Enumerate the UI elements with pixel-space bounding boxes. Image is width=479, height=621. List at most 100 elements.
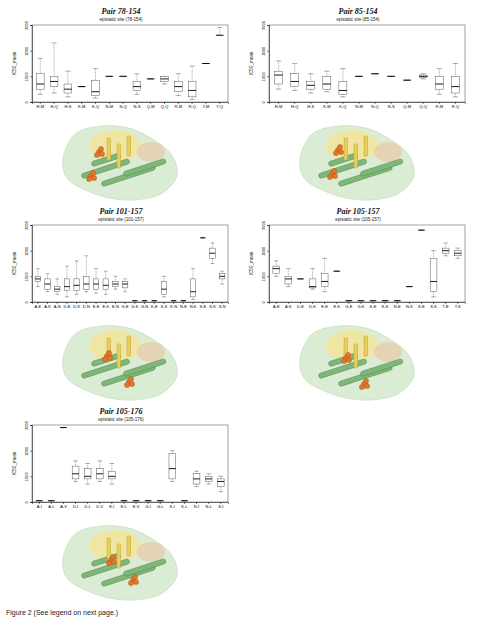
x-tick-label: N-K [190, 304, 197, 309]
x-tick: H-S [64, 102, 71, 109]
whisker-cap-high [217, 27, 222, 28]
panel: Pair 85-154epistatic site (85-154)010002… [249, 7, 466, 109]
box [217, 479, 224, 487]
box-plot [169, 451, 176, 482]
median [84, 476, 91, 477]
box [147, 78, 155, 79]
box [121, 500, 128, 501]
residue-sphere [106, 350, 111, 355]
structure-image [63, 326, 178, 401]
box [371, 73, 379, 74]
box [108, 471, 115, 479]
whisker-cap-high [93, 68, 98, 69]
y-axis-title: IC50_mean [249, 51, 254, 75]
box-plot [84, 256, 89, 292]
residue-sphere [90, 170, 95, 175]
box-plot [142, 300, 147, 301]
median [321, 281, 328, 282]
y-tick-mark [267, 225, 269, 226]
box-plot [188, 66, 196, 99]
box [113, 281, 118, 286]
whisker-cap-low [134, 94, 139, 95]
median [105, 76, 113, 77]
median [157, 500, 164, 501]
y-tick: 2000 [24, 46, 32, 56]
whisker-cap-low [194, 486, 199, 487]
x-tick: H-M [37, 102, 45, 109]
surface [63, 126, 178, 201]
box [323, 76, 331, 89]
box [273, 266, 280, 274]
y-axis-title: IC50_mean [12, 451, 17, 475]
whisker-cap-low [308, 93, 313, 94]
x-tick-label: D-E [297, 304, 304, 309]
y-tick: 1000 [24, 272, 32, 282]
whisker-cap-high [274, 260, 279, 261]
box [64, 84, 72, 93]
whisker-cap-low [93, 98, 98, 99]
x-tick-label: H-S [64, 104, 71, 109]
residue-sphere [86, 176, 91, 181]
whisker-cap-low [143, 300, 147, 301]
box [394, 300, 401, 301]
x-tick-label: A-K [44, 304, 51, 309]
whisker-cap-high [75, 260, 79, 261]
x-tick: G-L [157, 502, 164, 509]
box-plot [45, 274, 50, 292]
median [78, 86, 86, 87]
box [93, 279, 98, 289]
x-tick-label: G-E [122, 304, 129, 309]
y-tick-mark [267, 76, 269, 77]
median [161, 289, 166, 290]
box [45, 279, 50, 289]
y-tick-mark [30, 276, 32, 277]
y-axis-title: IC50_mean [249, 251, 254, 275]
box-plot [309, 269, 316, 290]
x-tick-label: N-Q [119, 104, 126, 109]
helix [123, 558, 166, 576]
median [113, 284, 118, 285]
whisker-cap-low [97, 481, 102, 482]
panel-title: Pair 105-157 [337, 207, 381, 216]
box [193, 474, 200, 484]
residue-sphere [107, 355, 112, 360]
box [216, 35, 224, 36]
caption: Figure 2 (See legend on next page.) [6, 609, 118, 617]
whisker-cap-high [110, 463, 115, 464]
helix [123, 358, 166, 376]
median [339, 90, 347, 91]
box-plot [119, 76, 127, 77]
whisker-cap-high [201, 237, 205, 238]
box [210, 248, 215, 258]
y-tick-label: 3000 [24, 420, 29, 430]
whisker-cap-low [94, 293, 98, 294]
box-plot [171, 300, 176, 301]
x-tick: K-K [161, 302, 168, 309]
box-plot [202, 63, 210, 64]
box [132, 300, 137, 301]
median [275, 75, 283, 76]
whisker-cap-low [162, 296, 166, 297]
median [181, 500, 188, 501]
box [78, 86, 86, 87]
whisker-cap-high [65, 266, 69, 267]
box-plot [418, 230, 425, 231]
box-plot [103, 271, 108, 294]
x-tick: S-K [209, 302, 216, 309]
x-tick: D-L [84, 502, 91, 509]
whisker-cap-low [310, 289, 315, 290]
box-plot [181, 500, 188, 501]
whisker-cap-low [191, 299, 195, 300]
box-plot [157, 500, 164, 501]
median [202, 63, 210, 64]
x-tick: D-N [83, 302, 90, 309]
whisker-cap-high [191, 268, 195, 269]
whisker-cap-low [73, 481, 78, 482]
y-axis-line [30, 426, 33, 503]
x-tick: N-S [388, 102, 395, 109]
y-tick: 0 [24, 501, 32, 504]
x-tick: G-N [141, 302, 148, 309]
x-tick: K-N [170, 302, 177, 309]
x-tick: R-Q [452, 102, 459, 109]
y-tick: 3000 [261, 220, 269, 230]
